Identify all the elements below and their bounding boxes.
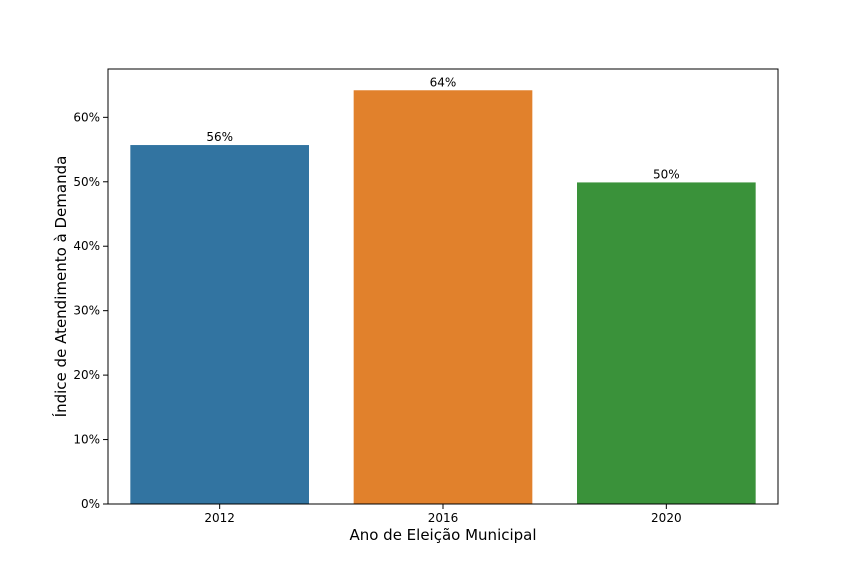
bar-value-label: 50% — [653, 167, 680, 181]
y-axis: 0% 10% 20% 30% 40% 50% 60% — [73, 110, 108, 511]
y-tick-label: 0% — [81, 497, 100, 511]
bar-value-label: 56% — [206, 130, 233, 144]
x-tick-label: 2016 — [428, 511, 459, 525]
x-axis-title: Ano de Eleição Municipal — [349, 526, 536, 544]
y-axis-title: Índice de Atendimento à Demanda — [51, 156, 70, 418]
bars-group — [130, 90, 756, 505]
y-tick-label: 20% — [73, 368, 100, 382]
x-tick-label: 2020 — [651, 511, 682, 525]
y-tick-label: 30% — [73, 304, 100, 318]
y-tick-label: 50% — [73, 175, 100, 189]
bar-2012 — [130, 145, 309, 505]
bar-labels-group: 56% 64% 50% — [206, 75, 679, 181]
y-tick-label: 10% — [73, 433, 100, 447]
bar-2016 — [353, 90, 533, 505]
y-tick-label: 40% — [73, 239, 100, 253]
bar-value-label: 64% — [430, 75, 457, 89]
bar-2020 — [577, 182, 756, 504]
x-axis: 2012 2016 2020 — [204, 504, 682, 525]
x-tick-label: 2012 — [204, 511, 235, 525]
y-tick-label: 60% — [73, 110, 100, 124]
